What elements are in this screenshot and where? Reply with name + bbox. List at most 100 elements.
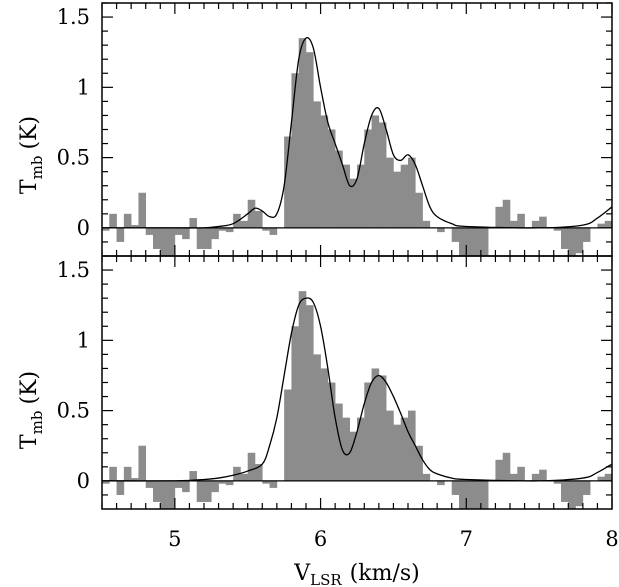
bottom-histogram-bar	[269, 480, 278, 488]
top-ylabel: Tmb(K)	[17, 116, 46, 194]
xlabel: VLSR (km/s)	[293, 561, 419, 587]
top-histogram-bar	[116, 227, 125, 242]
bottom-histogram-bar	[582, 480, 591, 495]
bottom-histogram-bar	[131, 478, 139, 481]
bottom-histogram-bar	[153, 480, 161, 502]
bottom-histogram-bar	[604, 473, 613, 481]
top-histogram-bar	[386, 157, 394, 228]
bottom-histogram-bar	[357, 417, 365, 481]
top-histogram-bar	[313, 101, 321, 228]
bottom-histogram-bar	[255, 464, 263, 481]
bottom-histogram-bar	[568, 480, 576, 509]
top-histogram-bar	[291, 73, 300, 228]
bottom-histogram-bar	[502, 452, 511, 481]
top-histogram-bar	[262, 227, 270, 231]
bottom-xtick-label: 7	[460, 527, 473, 551]
bottom-histogram-bar	[422, 473, 431, 481]
top-histogram-bar	[102, 227, 110, 231]
bottom-histogram-bar	[510, 473, 518, 481]
bottom-histogram-bar	[320, 368, 329, 481]
top-panel: 0 0.5 1 1.5	[57, 2, 613, 257]
top-histogram-bar	[349, 178, 358, 228]
bottom-histogram-bar	[189, 471, 198, 481]
bottom-histogram-bar	[196, 480, 205, 502]
top-histogram-bar	[422, 220, 431, 228]
bottom-histogram-bar	[364, 382, 372, 481]
top-ytick-label: 0.5	[57, 146, 90, 170]
bottom-ytick-label: 1.5	[57, 258, 90, 282]
top-histogram-bar	[473, 227, 482, 256]
bottom-histogram-bar	[393, 424, 402, 481]
bottom-histogram-bar	[204, 480, 212, 502]
bottom-histogram-bar	[597, 476, 606, 481]
top-histogram-bar	[597, 223, 606, 228]
top-histogram-bar	[225, 227, 234, 233]
bottom-histogram-bar	[539, 469, 547, 481]
bottom-histogram-bar	[408, 410, 416, 481]
bottom-histogram-bar	[240, 473, 249, 481]
top-histogram-bar	[335, 150, 343, 228]
bottom-ylabel: Tmb(K)	[17, 371, 46, 449]
top-histogram-bar	[378, 122, 387, 228]
bottom-histogram-bar	[313, 354, 321, 481]
bottom-histogram-bar	[138, 445, 147, 481]
top-histogram-bar	[480, 227, 489, 256]
bottom-histogram-bar	[386, 410, 394, 481]
top-histogram-bar	[371, 115, 380, 228]
bottom-xtick-label: 8	[605, 527, 618, 551]
top-histogram-bar	[466, 227, 474, 256]
bottom-fit-line	[101, 297, 613, 482]
bottom-histogram-bar	[437, 480, 445, 486]
top-histogram-bar	[561, 227, 569, 249]
top-histogram-bar	[539, 216, 547, 228]
bottom-histogram-bar	[531, 473, 540, 481]
top-histogram-bar	[160, 227, 168, 256]
bottom-histogram-bar	[291, 326, 300, 481]
bottom-histogram-bar	[262, 480, 270, 484]
bottom-ytick-label: 0.5	[57, 399, 90, 423]
top-histogram-bar	[196, 227, 205, 249]
top-histogram-bar	[495, 206, 504, 228]
top-histogram-bar	[145, 227, 154, 235]
top-histogram-bar	[204, 227, 212, 249]
top-ytick-label: 1.5	[57, 5, 90, 29]
bottom-histogram-bar	[335, 403, 343, 481]
top-histogram-bar	[240, 220, 249, 228]
bottom-histogram-bar	[225, 480, 234, 486]
bottom-histogram-bar	[218, 480, 227, 484]
top-histogram-bar	[357, 164, 365, 228]
top-ytick-label: 0	[77, 216, 90, 240]
top-histogram-bar	[553, 227, 562, 231]
bottom-ytick-label: 0	[77, 469, 90, 493]
bottom-histogram-bar	[451, 480, 460, 495]
bottom-histogram-bar	[349, 431, 358, 481]
top-histogram-bar	[451, 227, 460, 242]
top-histogram-bar	[437, 227, 445, 233]
bottom-histogram-bar	[167, 480, 176, 509]
bottom-histogram-bar	[342, 417, 351, 481]
top-histogram-bar	[502, 199, 511, 228]
top-histogram-bar	[408, 157, 416, 228]
top-histogram-bar	[153, 227, 161, 249]
bottom-ytick-label: 1	[77, 328, 90, 352]
bottom-histogram-bar	[284, 389, 292, 481]
bottom-histogram-bar	[306, 305, 314, 481]
top-histogram-bar	[218, 227, 227, 231]
top-histogram-bar	[123, 213, 132, 228]
bottom-histogram-bar	[174, 480, 183, 488]
bottom-histogram-bar	[517, 466, 525, 481]
top-histogram-bar	[255, 211, 263, 228]
bottom-histogram-bar	[575, 480, 584, 507]
top-histogram-bar	[582, 227, 591, 242]
top-histogram-bar	[306, 52, 314, 228]
bottom-histogram-bar	[102, 480, 110, 484]
bottom-histogram-bar	[116, 480, 125, 495]
bottom-histogram-bar	[109, 466, 117, 481]
top-histogram-bar	[568, 227, 576, 256]
top-histogram-bar	[131, 225, 139, 228]
top-histogram-bar	[364, 129, 372, 228]
bottom-xtick-label: 5	[168, 527, 181, 551]
top-histogram-bar	[247, 199, 256, 228]
bottom-xtick-label: 6	[314, 527, 327, 551]
